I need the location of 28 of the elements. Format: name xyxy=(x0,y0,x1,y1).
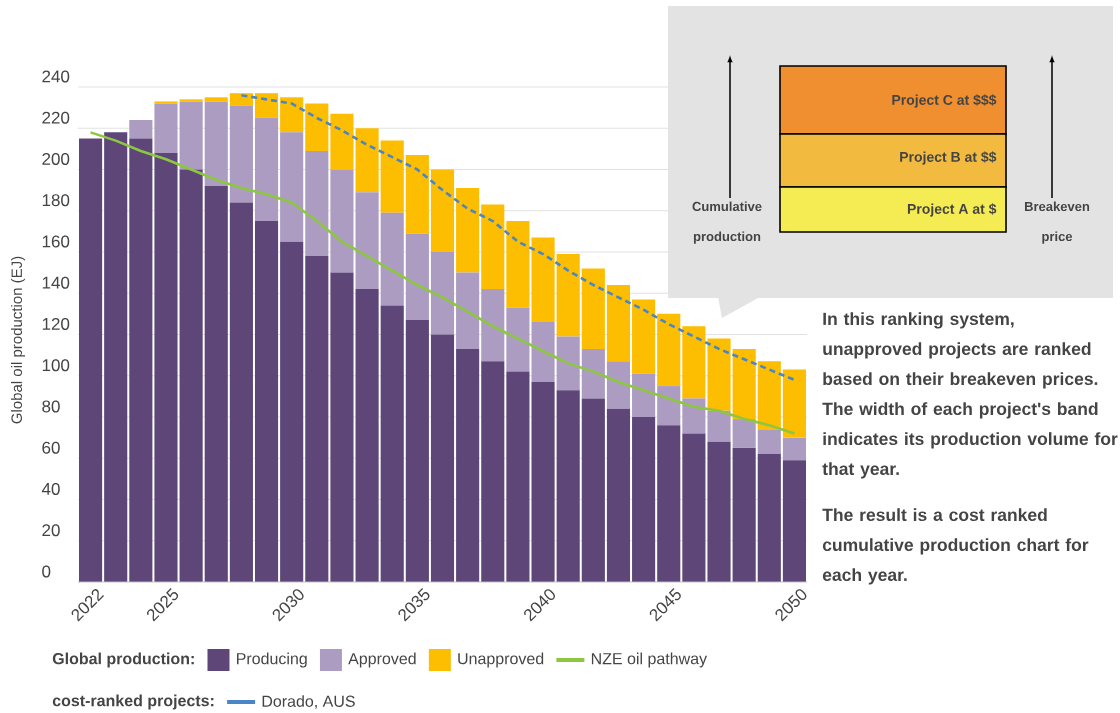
text: Project B at $$ xyxy=(900,151,997,165)
y-tick-label: 180 xyxy=(42,194,70,207)
y-tick-label: 100 xyxy=(42,359,70,372)
text: In this ranking system, unapproved projects are ranked based on their breakeven prices. The width of each project's band indicates its production volume for that year. xyxy=(822,312,1118,479)
y-tick-label: 40 xyxy=(41,482,60,495)
text: cost-ranked projects: xyxy=(52,694,214,710)
legend-label: NZE oil pathway xyxy=(591,652,708,668)
legend-label: Approved xyxy=(348,652,416,668)
text: Project C at $$$ xyxy=(892,94,997,108)
y-tick-label: 20 xyxy=(42,524,60,537)
y-tick-label: 240 xyxy=(42,70,70,83)
y-tick-label: 200 xyxy=(42,152,70,165)
legend-label: Producing xyxy=(237,652,307,668)
y-tick-label: 0 xyxy=(42,565,51,578)
text: Project A at $ xyxy=(907,203,997,217)
y-axis-title: Global oil production (EJ) xyxy=(11,256,25,424)
text: Breakeven price xyxy=(1024,201,1090,244)
y-tick-label: 120 xyxy=(42,317,70,330)
legend-title: Global production: xyxy=(52,652,194,668)
text: Cumulative production xyxy=(692,201,762,244)
text: The result is a cost ranked cumulative production chart for each year. xyxy=(822,508,1089,585)
legend-label: Dorado, AUS xyxy=(262,695,355,709)
y-tick-label: 160 xyxy=(42,235,70,248)
legend-label: Unapproved xyxy=(458,652,544,668)
y-tick-label: 220 xyxy=(42,111,70,124)
y-tick-label: 60 xyxy=(42,441,60,454)
y-tick-label: 80 xyxy=(42,400,60,413)
y-tick-label: 140 xyxy=(42,276,70,289)
